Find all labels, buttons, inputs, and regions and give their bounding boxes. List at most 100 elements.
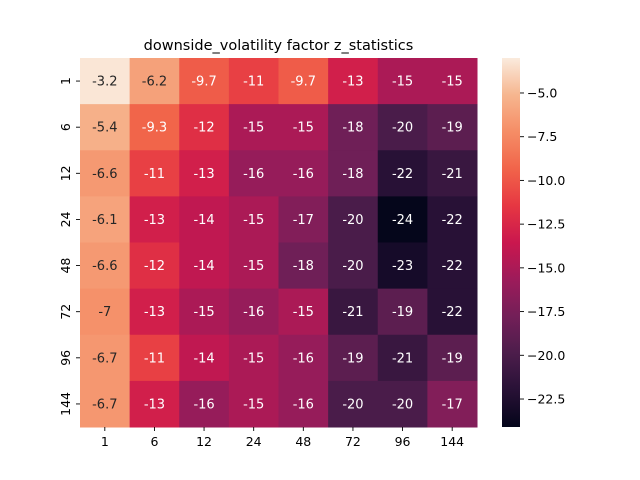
- heatmap-cell: [228, 58, 280, 105]
- cell-value-label: -15: [243, 351, 264, 366]
- cell-value-label: -15: [243, 213, 264, 228]
- heatmap-cell: [80, 380, 131, 428]
- colorbar-tick-label: −5.0: [527, 85, 557, 100]
- cell-value-label: -16: [293, 397, 314, 412]
- cell-value-label: -20: [342, 397, 363, 412]
- cell-value-label: -16: [293, 351, 314, 366]
- cell-value-label: -9.7: [191, 75, 216, 90]
- heatmap-cell: [328, 288, 379, 336]
- cell-value-label: -6.6: [92, 167, 117, 182]
- cell-value-label: -18: [342, 167, 363, 182]
- heatmap-cell: [278, 380, 329, 428]
- heatmap-cell: [80, 58, 131, 105]
- heatmap-cell: [228, 380, 280, 428]
- heatmap-cell: [278, 58, 329, 105]
- cell-value-label: -20: [392, 121, 413, 136]
- cell-value-label: -6.2: [142, 75, 167, 90]
- cell-value-label: -16: [193, 397, 214, 412]
- cell-value-label: -17: [442, 397, 463, 412]
- cell-value-label: -3.2: [92, 75, 117, 90]
- cell-value-label: -20: [342, 213, 363, 228]
- heatmap-cell: [328, 104, 379, 151]
- cell-value-label: -20: [342, 259, 363, 274]
- heatmap-cell: [377, 242, 428, 290]
- y-tick-label: 96: [58, 350, 73, 366]
- x-tick-label: 24: [246, 434, 262, 449]
- heatmap-cell: [278, 242, 329, 290]
- x-tick-label: 6: [150, 434, 158, 449]
- colorbar: −5.0 −7.5 −10.0 −12.5 −15.0 −17.5 −20.0 −22.5: [502, 58, 565, 427]
- heatmap-cell: [179, 58, 230, 105]
- x-tick-label: 72: [345, 434, 361, 449]
- heatmap-cell: [377, 104, 428, 151]
- heatmap-cell: [228, 196, 280, 244]
- y-tick-label: 48: [58, 258, 73, 274]
- heatmap-cell: [427, 196, 478, 244]
- cell-value-label: -6.7: [92, 397, 117, 412]
- heatmap-cell: [80, 196, 131, 244]
- x-tick-label: 48: [295, 434, 311, 449]
- y-tick-label: 6: [58, 123, 73, 131]
- heatmap-cell: [278, 150, 329, 197]
- x-tick-label: 1: [101, 434, 109, 449]
- heatmap-cell: [129, 196, 180, 244]
- heatmap-cell: [377, 58, 428, 105]
- y-tick-label: 72: [58, 304, 73, 320]
- colorbar-tick-label: −20.0: [527, 348, 565, 363]
- heatmap-cells: [80, 58, 478, 428]
- cell-value-label: -13: [193, 167, 214, 182]
- cell-value-label: -18: [342, 121, 363, 136]
- y-axis: 1 6 12 24 48 72 96 144: [58, 77, 80, 416]
- heatmap-cell-labels: -3.2 -6.2 -9.7 -11 -9.7 -13 -15 -15 -5.4 -9.3 -12 -…: [92, 75, 463, 413]
- cell-value-label: -21: [342, 305, 363, 320]
- heatmap-cell: [129, 380, 180, 428]
- heatmap-cell: [427, 150, 478, 197]
- cell-value-label: -17: [293, 213, 314, 228]
- heatmap-cell: [80, 242, 131, 290]
- heatmap-cell: [179, 150, 230, 197]
- heatmap-cell: [328, 150, 379, 197]
- heatmap-cell: [278, 334, 329, 382]
- colorbar-tick-label: −10.0: [527, 173, 565, 188]
- cell-value-label: -14: [193, 259, 214, 274]
- cell-value-label: -19: [442, 121, 463, 136]
- cell-value-label: -7: [98, 305, 111, 320]
- cell-value-label: -19: [392, 305, 413, 320]
- cell-value-label: -11: [243, 75, 264, 90]
- heatmap-cell: [328, 58, 379, 105]
- cell-value-label: -21: [442, 167, 463, 182]
- heatmap-cell: [377, 288, 428, 336]
- colorbar-tick-label: −7.5: [527, 129, 557, 144]
- cell-value-label: -22: [392, 167, 413, 182]
- cell-value-label: -9.3: [142, 121, 167, 136]
- heatmap-cell: [377, 150, 428, 197]
- cell-value-label: -6.6: [92, 259, 117, 274]
- cell-value-label: -13: [144, 397, 165, 412]
- heatmap-cell: [179, 242, 230, 290]
- y-tick-label: 24: [58, 211, 73, 227]
- heatmap-cell: [228, 334, 280, 382]
- heatmap-cell: [80, 288, 131, 336]
- cell-value-label: -15: [243, 259, 264, 274]
- x-tick-label: 144: [440, 434, 464, 449]
- heatmap-cell: [179, 196, 230, 244]
- heatmap-cell: [179, 104, 230, 151]
- heatmap-cell: [278, 196, 329, 244]
- heatmap-cell: [427, 288, 478, 336]
- heatmap-cell: [427, 58, 478, 105]
- heatmap-cell: [328, 196, 379, 244]
- x-tick-label: 12: [196, 434, 212, 449]
- cell-value-label: -18: [293, 259, 314, 274]
- heatmap-cell: [179, 380, 230, 428]
- cell-value-label: -19: [442, 351, 463, 366]
- x-axis: 1 6 12 24 48 72 96 144: [101, 427, 464, 449]
- cell-value-label: -9.7: [291, 75, 316, 90]
- heatmap-cell: [129, 104, 180, 151]
- cell-value-label: -22: [442, 213, 463, 228]
- heatmap-cell: [328, 242, 379, 290]
- heatmap-cell: [80, 104, 131, 151]
- heatmap-cell: [129, 242, 180, 290]
- cell-value-label: -15: [442, 75, 463, 90]
- cell-value-label: -15: [293, 305, 314, 320]
